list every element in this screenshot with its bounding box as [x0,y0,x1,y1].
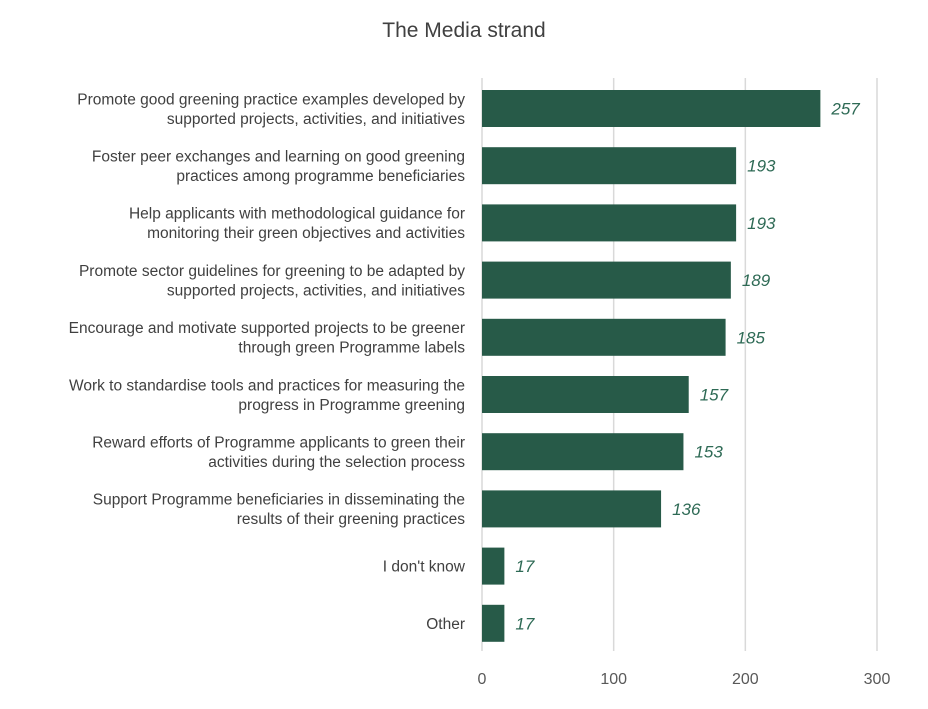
category-label-line: Other [426,616,465,633]
category-label: Promote sector guidelines for greening t… [79,263,465,300]
category-label-line: monitoring their green objectives and ac… [147,225,465,242]
category-label-line: results of their greening practices [237,511,466,528]
category-label-line: Encourage and motivate supported project… [69,320,465,337]
x-tick-label: 200 [732,671,759,688]
category-label: Encourage and motivate supported project… [69,320,466,357]
category-label: Foster peer exchanges and learning on go… [92,148,465,185]
bar [482,90,821,127]
category-label-line: Reward efforts of Programme applicants t… [92,434,465,451]
data-label: 257 [830,100,860,119]
chart-title: The Media strand [382,19,545,42]
category-label: Other [426,616,465,633]
x-tick-label: 100 [600,671,627,688]
category-label-line: practices among programme beneficiaries [176,168,465,185]
bar [482,261,731,299]
category-label-line: Help applicants with methodological guid… [129,206,465,223]
x-tick-label: 0 [478,671,487,688]
bar [482,490,662,528]
bar [482,376,689,413]
category-label-line: Support Programme beneficiaries in disse… [93,492,465,509]
category-label-line: Promote good greening practice examples … [77,91,465,108]
data-label: 136 [672,500,701,519]
category-label: I don't know [383,559,466,576]
data-label: 193 [747,214,776,233]
category-label-line: progress in Programme greening [238,397,465,414]
category-label-line: through green Programme labels [238,340,465,357]
category-label-line: I don't know [383,559,466,576]
data-labels: 257 193 193 189 185 157 153 136 17 17 [515,100,860,634]
data-label: 153 [694,443,723,462]
category-labels: Promote good greening practice examples … [69,91,466,633]
bars [482,90,821,642]
category-label-line: supported projects, activities, and init… [167,111,465,128]
bar [482,604,505,642]
bar [482,318,726,356]
bar [482,147,737,185]
data-label: 157 [700,386,729,405]
category-label: Reward efforts of Programme applicants t… [92,434,465,471]
bar [482,547,505,585]
bar [482,433,684,471]
data-label: 189 [742,271,771,290]
x-tick-label: 300 [864,671,891,688]
x-axis-ticks: 0 100 200 300 [478,671,891,688]
category-label: Promote good greening practice examples … [77,91,465,128]
category-label-line: supported projects, activities, and init… [167,282,465,299]
bar [482,204,737,242]
data-label: 185 [737,328,766,347]
data-label: 17 [515,614,534,633]
category-label-line: activities during the selection process [208,454,465,471]
category-label: Support Programme beneficiaries in disse… [93,492,465,529]
category-label-line: Work to standardise tools and practices … [69,377,465,394]
category-label: Help applicants with methodological guid… [129,206,465,243]
category-label-line: Foster peer exchanges and learning on go… [92,148,465,165]
data-label: 17 [515,557,534,576]
data-label: 193 [747,157,776,176]
category-label: Work to standardise tools and practices … [69,377,465,414]
category-label-line: Promote sector guidelines for greening t… [79,263,465,280]
